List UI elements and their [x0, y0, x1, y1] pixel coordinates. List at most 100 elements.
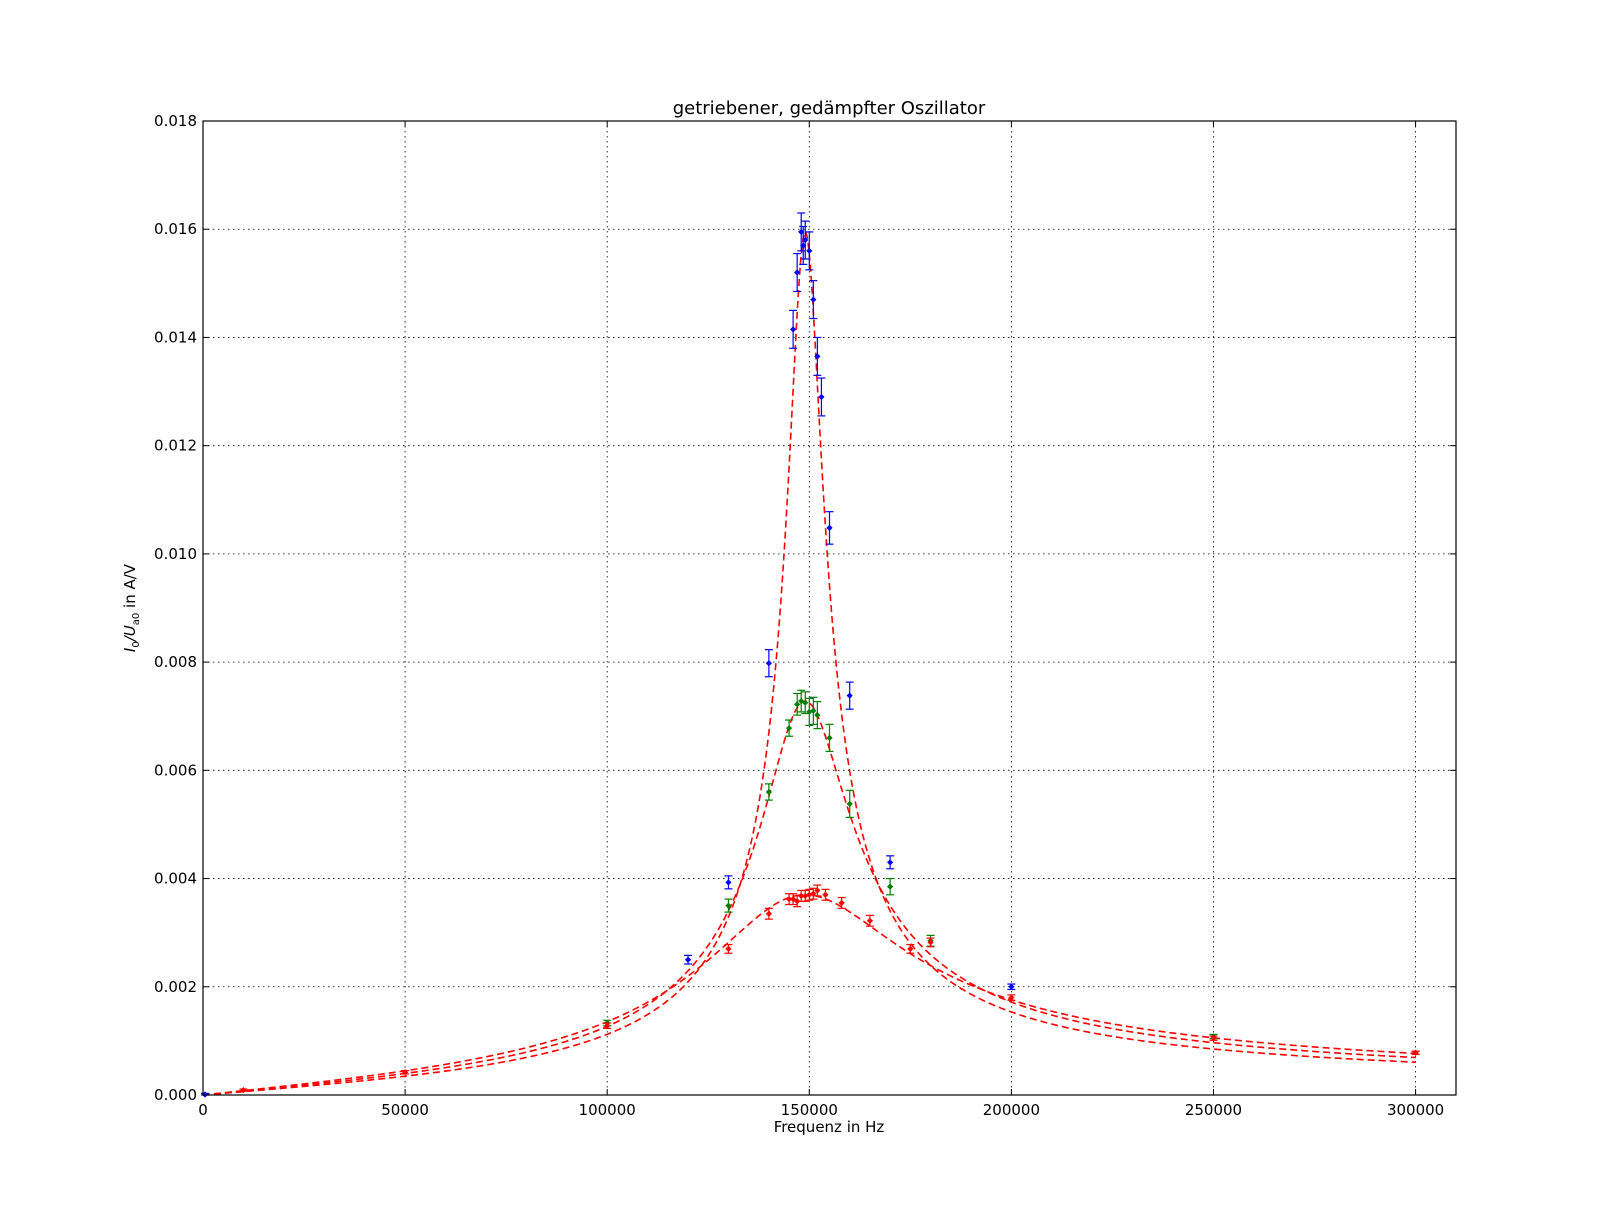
y-tick-label: 0.004 — [154, 870, 197, 888]
data-point — [724, 898, 733, 913]
point-marker — [240, 1087, 247, 1094]
y-tick-label: 0.000 — [154, 1086, 197, 1104]
y-tick-label: 0.002 — [154, 978, 197, 996]
data-point — [789, 893, 798, 906]
point-marker — [846, 692, 853, 699]
axes-frame — [202, 120, 1457, 1096]
point-marker — [826, 734, 833, 741]
data-point — [926, 937, 935, 948]
y-axis-label: I0/Ua0 in A/V — [121, 563, 142, 652]
x-tick-label: 200000 — [983, 1101, 1040, 1119]
data-point — [793, 692, 802, 716]
point-marker — [1210, 1035, 1217, 1042]
data-point — [764, 907, 773, 920]
point-marker — [810, 890, 817, 897]
data-point — [886, 855, 895, 870]
x-tick-label: 0 — [198, 1101, 208, 1119]
plot-area — [203, 121, 1456, 1095]
y-tick-label: 0.008 — [154, 653, 197, 671]
data-point — [825, 511, 834, 545]
point-marker — [866, 917, 874, 924]
point-marker — [798, 892, 805, 899]
data-point — [825, 723, 834, 752]
point-marker — [907, 945, 914, 953]
data-point — [684, 954, 693, 965]
data-point — [813, 884, 822, 897]
data-point — [793, 895, 802, 908]
data-point — [886, 877, 895, 896]
data-point — [764, 783, 773, 801]
data-point — [817, 377, 826, 417]
point-marker — [802, 699, 809, 706]
point-marker — [887, 883, 894, 890]
y-label-current-sub: 0 — [131, 641, 142, 647]
point-marker — [810, 707, 817, 714]
data-point — [785, 719, 794, 737]
data-point — [845, 681, 854, 710]
data-point — [1411, 1049, 1420, 1056]
y-label-voltage-sub: a0 — [131, 613, 142, 626]
y-tick-label: 0.006 — [154, 761, 197, 779]
point-marker — [826, 524, 833, 532]
point-marker — [794, 898, 801, 905]
data-point — [785, 893, 794, 906]
point-marker — [822, 891, 829, 898]
data-point — [724, 943, 733, 954]
data-point — [809, 696, 818, 725]
point-marker — [765, 788, 772, 796]
x-axis-label: Frequenz in Hz — [774, 1118, 885, 1136]
data-point — [401, 1069, 410, 1076]
y-tick-label: 0.010 — [154, 545, 197, 563]
y-tick-label: 0.012 — [154, 437, 197, 455]
y-tick-label: 0.016 — [154, 220, 197, 238]
data-point — [1007, 983, 1016, 991]
y-tick-label: 0.018 — [154, 112, 197, 130]
data-points — [201, 212, 1420, 1098]
data-point — [809, 887, 818, 900]
data-point — [837, 896, 846, 909]
point-marker — [1412, 1049, 1419, 1056]
point-marker — [838, 899, 845, 907]
data-point — [801, 691, 810, 715]
point-marker — [725, 945, 732, 953]
point-marker — [684, 956, 692, 963]
y-label-current: I — [121, 647, 139, 652]
point-marker — [725, 879, 732, 886]
data-point — [865, 914, 874, 927]
y-label-unit: in A/V — [121, 563, 139, 613]
x-tick-label: 250000 — [1185, 1101, 1242, 1119]
data-point — [793, 252, 802, 293]
point-marker — [725, 902, 732, 909]
point-marker — [814, 712, 821, 719]
y-label-voltage: /U — [121, 625, 139, 643]
ticks: 0 50000 100000 150000 200000 250000 300000 0.00… — [154, 112, 1456, 1119]
point-marker — [1008, 983, 1015, 990]
x-tick-label: 100000 — [579, 1101, 636, 1119]
data-point — [813, 701, 822, 730]
data-point — [1209, 1035, 1218, 1042]
chart-title: getriebener, gedämpfter Oszillator — [673, 98, 986, 119]
data-point — [239, 1087, 248, 1094]
point-marker — [846, 800, 853, 807]
data-point — [821, 888, 830, 901]
data-point — [906, 943, 915, 954]
data-point — [845, 789, 854, 819]
point-marker — [765, 660, 772, 667]
point-marker — [887, 859, 894, 866]
point-marker — [785, 896, 793, 903]
point-marker — [927, 939, 934, 946]
data-point — [603, 1022, 612, 1030]
x-tick-label: 300000 — [1387, 1101, 1444, 1119]
x-tick-label: 150000 — [781, 1101, 838, 1119]
y-tick-label: 0.014 — [154, 328, 197, 346]
point-marker — [794, 701, 801, 708]
grid — [203, 121, 1456, 1095]
point-marker — [1008, 994, 1015, 1001]
x-tick-label: 50000 — [381, 1101, 429, 1119]
point-marker — [765, 910, 772, 917]
data-point — [764, 649, 773, 678]
data-point — [801, 889, 810, 902]
point-marker — [785, 725, 793, 732]
data-point — [1007, 994, 1016, 1001]
